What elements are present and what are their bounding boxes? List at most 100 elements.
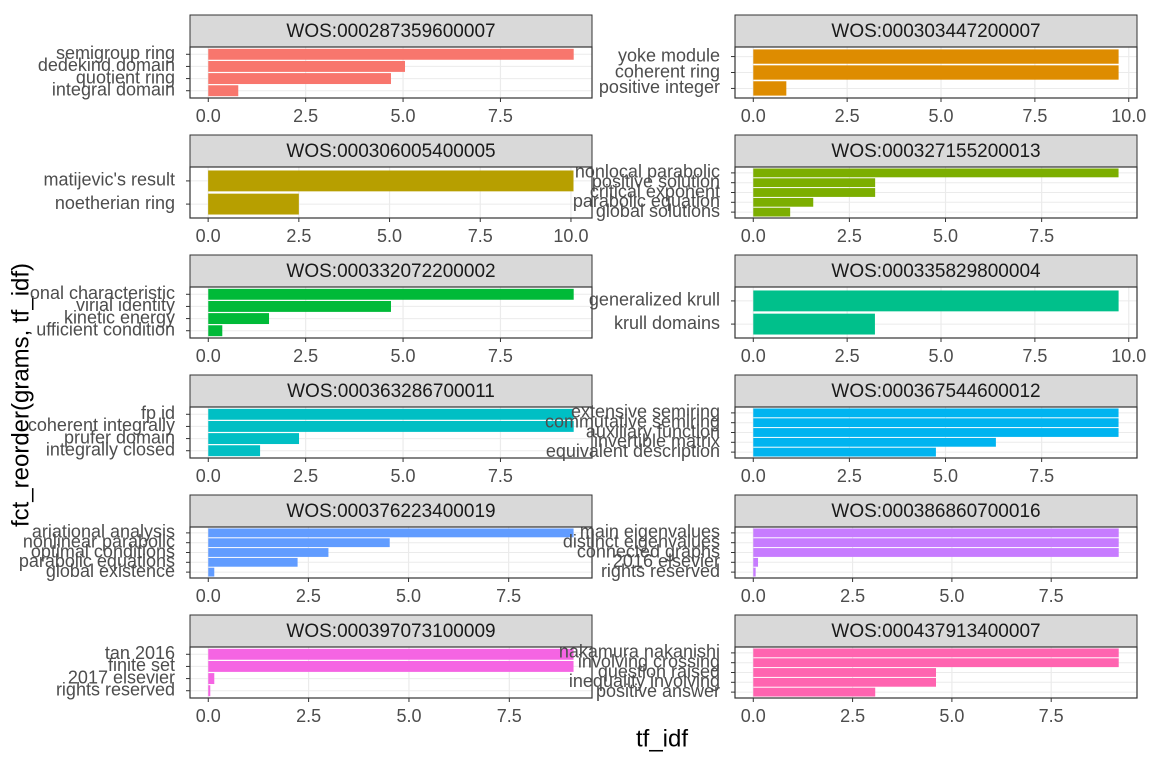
y-tick-label: generalized krull	[589, 290, 720, 310]
x-tick-label: 7.5	[497, 706, 522, 726]
panel-title: WOS:000303447200007	[831, 21, 1040, 42]
strip	[734, 494, 1138, 528]
y-tick-label: yoke module	[618, 45, 720, 65]
bar	[753, 428, 1119, 437]
x-tick-label: 0.0	[196, 706, 221, 726]
x-tick-label: 5.0	[933, 226, 958, 246]
bar	[208, 557, 298, 567]
y-tick-label: semigroup ring	[56, 43, 175, 63]
panel-title: WOS:000287359600007	[286, 21, 495, 42]
y-tick-label: kinetic energy	[64, 307, 175, 327]
panel-border	[189, 286, 593, 339]
panel-border	[189, 646, 593, 699]
bar	[208, 548, 329, 557]
bar	[208, 673, 215, 685]
x-tick-label: 10.0	[553, 226, 588, 246]
x-tick-label: 2.5	[840, 706, 865, 726]
y-tick-label: question raised	[598, 661, 720, 681]
y-tick-label: fp id	[141, 403, 175, 423]
bar	[208, 193, 299, 215]
y-tick-label: 2017 elsevier	[68, 667, 175, 687]
bar	[753, 290, 1119, 312]
panel-border	[734, 166, 1138, 219]
x-tick-label: 2.5	[293, 106, 318, 126]
bar	[753, 65, 1119, 80]
bar	[753, 81, 787, 96]
x-tick-label: 7.5	[488, 106, 513, 126]
y-tick-label: virial identity	[76, 295, 175, 315]
y-tick-label: involving crossing	[578, 651, 720, 671]
y-tick-label: nakamura nakanishi	[559, 642, 720, 662]
x-tick-label: 2.5	[837, 466, 862, 486]
panel-title: WOS:000363286700011	[287, 381, 495, 402]
x-tick-label: 5.0	[939, 586, 964, 606]
x-tick-label: 7.5	[488, 346, 513, 366]
x-tick-label: 5.0	[396, 586, 421, 606]
strip	[734, 374, 1138, 408]
bar	[208, 660, 574, 672]
y-tick-label: connected graphs	[577, 541, 720, 561]
bar	[753, 557, 759, 567]
x-tick-label: 5.0	[939, 706, 964, 726]
x-tick-label: 7.5	[1022, 346, 1047, 366]
strip	[734, 14, 1138, 48]
y-tick-label: 2016 elsevier	[613, 551, 720, 571]
x-tick-label: 0.0	[196, 346, 221, 366]
bar	[753, 447, 936, 457]
x-tick-label: 2.5	[286, 226, 311, 246]
y-tick-label: finite set	[108, 655, 175, 675]
x-tick-label: 7.5	[1039, 586, 1064, 606]
panel-title: WOS:000335829800004	[831, 261, 1041, 282]
panel-title: WOS:000332072200002	[286, 261, 495, 282]
y-axis-label: fct_reorder(grams, tf_idf)	[7, 263, 34, 527]
bar	[208, 648, 574, 660]
y-tick-label: onal characteristic	[30, 283, 175, 303]
x-tick-label: 2.5	[293, 466, 318, 486]
x-tick-label: 7.5	[1022, 106, 1047, 126]
bar	[208, 170, 574, 192]
bar	[753, 658, 1119, 668]
x-tick-label: 7.5	[1029, 226, 1054, 246]
x-tick-label: 0.0	[196, 226, 221, 246]
strip	[734, 614, 1138, 648]
x-tick-label: 5.0	[391, 106, 416, 126]
bar	[753, 168, 1119, 178]
x-tick-label: 7.5	[488, 466, 513, 486]
y-tick-label: ariational analysis	[32, 522, 175, 542]
x-tick-label: 2.5	[840, 586, 865, 606]
bar	[208, 48, 574, 60]
y-tick-label: extensive semiring	[571, 402, 720, 422]
bar	[753, 207, 791, 217]
x-tick-label: 0.0	[196, 586, 221, 606]
y-tick-label: auxiliary function	[586, 421, 720, 441]
y-tick-label: main eigenvalues	[580, 522, 720, 542]
y-tick-label: nonlocal parabolic	[575, 162, 720, 182]
bar	[208, 85, 239, 97]
bar	[208, 538, 390, 548]
x-tick-label: 0.0	[741, 226, 766, 246]
bar	[208, 445, 261, 457]
bar	[208, 408, 574, 420]
panel-title: WOS:000397073100009	[286, 621, 495, 642]
y-tick-label: krull domains	[614, 313, 720, 333]
y-tick-label: integrally closed	[46, 439, 175, 459]
bar	[753, 49, 1119, 64]
x-tick-label: 5.0	[928, 346, 953, 366]
y-tick-label: nonlinear parabolic	[23, 531, 175, 551]
y-tick-label: matijevic's result	[44, 170, 175, 190]
bar	[753, 538, 1119, 548]
panel-border	[189, 46, 593, 99]
panel-title: WOS:000367544600012	[831, 381, 1040, 402]
bar	[208, 325, 223, 337]
y-tick-label: equivalent description	[546, 441, 720, 461]
bar	[208, 300, 391, 312]
strip	[734, 254, 1138, 288]
bar	[208, 528, 574, 538]
bar	[753, 687, 876, 697]
panel-title: WOS:000306005400005	[286, 141, 495, 162]
y-tick-label: parabolic equation	[573, 191, 720, 211]
bar	[753, 197, 814, 207]
x-tick-label: 5.0	[933, 466, 958, 486]
y-tick-label: parabolic equations	[19, 551, 175, 571]
bar	[753, 418, 1119, 428]
